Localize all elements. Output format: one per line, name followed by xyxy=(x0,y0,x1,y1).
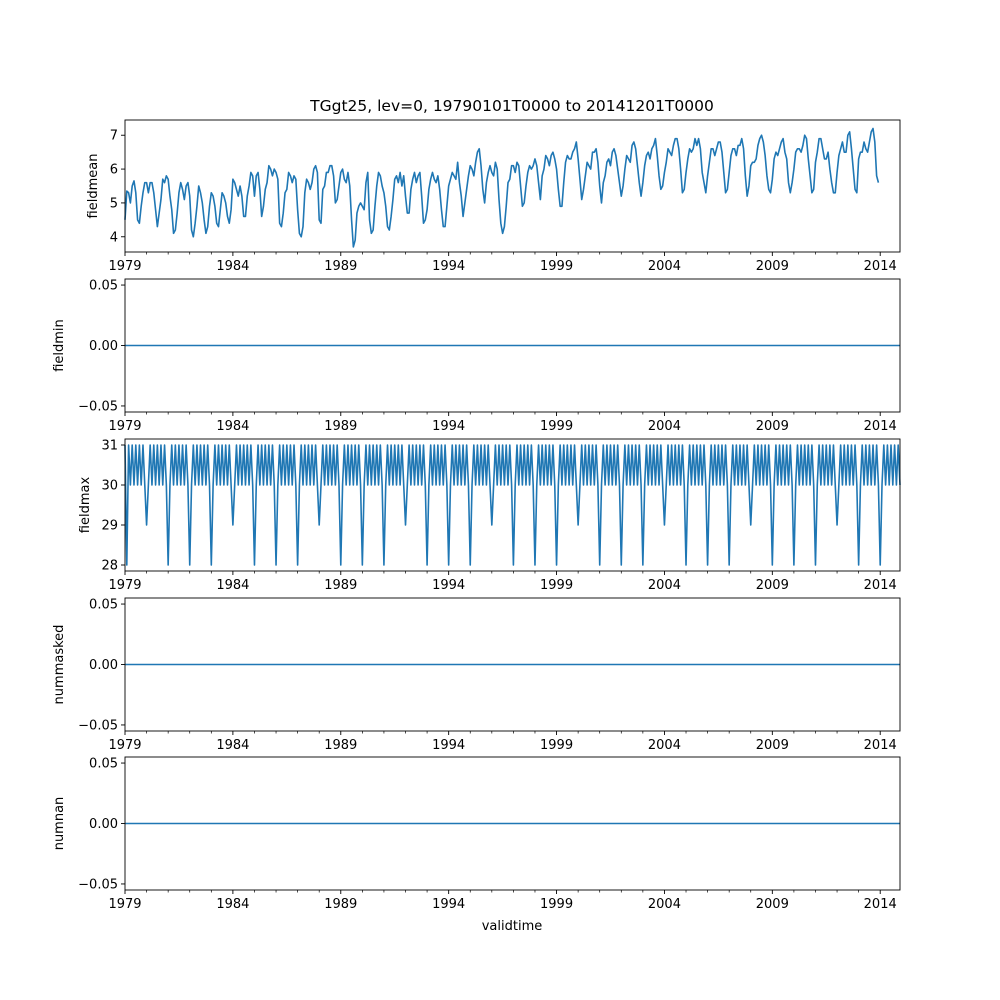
panel-nummasked: −0.05 0.00 0.05 1979 1984 1989 1994 1999 2004 200… xyxy=(52,598,901,753)
x-tick-label-nummasked: 2009 xyxy=(756,738,789,753)
x-tick-label-fieldmean: 1989 xyxy=(324,259,357,274)
y-axis-label-nummasked: nummasked xyxy=(52,625,67,705)
x-tick-label-fieldmean: 1994 xyxy=(432,259,465,274)
x-tick-label-fieldmax: 2004 xyxy=(648,578,681,593)
x-tick-label-fieldmax: 2009 xyxy=(756,578,789,593)
y-tick-label-numnan: 0.05 xyxy=(89,757,118,772)
axes-frame-fieldmax xyxy=(124,438,901,572)
x-tick-label-nummasked: 1979 xyxy=(108,738,141,753)
x-tick-label-fieldmean: 1999 xyxy=(540,259,573,274)
y-axis-label-fieldmean: fieldmean xyxy=(86,154,101,219)
x-tick-label-fieldmin: 1989 xyxy=(324,419,357,434)
data-line-fieldmax xyxy=(124,444,901,566)
x-tick-label-numnan: 2004 xyxy=(648,897,681,912)
x-tick-label-fieldmean: 1979 xyxy=(108,259,141,274)
y-tick-label-numnan: 0.00 xyxy=(89,817,118,832)
y-tick-label-fieldmean: 7 xyxy=(110,129,118,144)
x-tick-label-fieldmin: 2009 xyxy=(756,419,789,434)
x-tick-label-nummasked: 1984 xyxy=(216,738,249,753)
x-tick-label-numnan: 1994 xyxy=(432,897,465,912)
x-tick-label-nummasked: 1999 xyxy=(540,738,573,753)
panel-fieldmean: 4 5 6 7 1979 1984 1989 1994 1999 2004 2009 2014 fiel… xyxy=(86,119,901,274)
y-tick-label-nummasked: −0.05 xyxy=(78,718,118,733)
y-axis-label-fieldmin: fieldmin xyxy=(52,319,67,372)
x-tick-label-fieldmax: 1994 xyxy=(432,578,465,593)
y-tick-label-fieldmax: 28 xyxy=(101,559,118,574)
x-tick-label-nummasked: 1994 xyxy=(432,738,465,753)
x-tick-label-fieldmax: 1999 xyxy=(540,578,573,593)
y-tick-label-fieldmean: 4 xyxy=(110,230,118,245)
data-line-fieldmean xyxy=(124,127,880,248)
x-tick-label-numnan: 1999 xyxy=(540,897,573,912)
y-tick-label-fieldmax: 30 xyxy=(101,479,118,494)
y-tick-label-fieldmax: 31 xyxy=(101,439,118,454)
y-tick-label-nummasked: 0.05 xyxy=(89,598,118,613)
x-tick-label-nummasked: 2014 xyxy=(864,738,897,753)
x-tick-label-numnan: 1984 xyxy=(216,897,249,912)
panel-fieldmax: 28 29 30 31 1979 1984 1989 1994 1999 2004 2009 2014… xyxy=(78,438,901,593)
y-tick-label-fieldmean: 5 xyxy=(110,196,118,211)
x-tick-label-fieldmean: 2014 xyxy=(864,259,897,274)
x-tick-label-fieldmax: 1979 xyxy=(108,578,141,593)
y-axis-label-numnan: numnan xyxy=(52,797,67,851)
x-tick-label-fieldmin: 2014 xyxy=(864,419,897,434)
x-tick-label-fieldmean: 1984 xyxy=(216,259,249,274)
x-tick-label-numnan: 1979 xyxy=(108,897,141,912)
y-tick-label-fieldmax: 29 xyxy=(101,519,118,534)
x-tick-label-fieldmin: 1994 xyxy=(432,419,465,434)
x-tick-label-numnan: 2009 xyxy=(756,897,789,912)
y-tick-label-fieldmean: 6 xyxy=(110,163,118,178)
y-axis-label-fieldmax: fieldmax xyxy=(78,477,93,534)
axes-frame-fieldmean xyxy=(124,119,901,253)
x-tick-label-fieldmin: 1984 xyxy=(216,419,249,434)
x-tick-label-numnan: 2014 xyxy=(864,897,897,912)
figure-title: TGgt25, lev=0, 19790101T0000 to 20141201… xyxy=(309,97,714,115)
x-tick-label-fieldmin: 1999 xyxy=(540,419,573,434)
x-tick-label-nummasked: 2004 xyxy=(648,738,681,753)
panel-fieldmin: −0.05 0.00 0.05 1979 1984 1989 1994 1999 2004 200… xyxy=(52,279,901,434)
x-tick-label-fieldmean: 2009 xyxy=(756,259,789,274)
x-tick-label-fieldmax: 2014 xyxy=(864,578,897,593)
x-tick-label-fieldmax: 1989 xyxy=(324,578,357,593)
y-tick-label-fieldmin: 0.05 xyxy=(89,279,118,294)
y-tick-label-nummasked: 0.00 xyxy=(89,658,118,673)
x-tick-label-fieldmin: 1979 xyxy=(108,419,141,434)
y-tick-label-fieldmin: −0.05 xyxy=(78,399,118,414)
x-axis-label: validtime xyxy=(482,919,543,934)
x-tick-label-fieldmean: 2004 xyxy=(648,259,681,274)
x-tick-label-nummasked: 1989 xyxy=(324,738,357,753)
panel-numnan: −0.05 0.00 0.05 1979 1984 1989 1994 1999 2004 200… xyxy=(52,757,901,912)
x-tick-label-fieldmax: 1984 xyxy=(216,578,249,593)
y-tick-label-fieldmin: 0.00 xyxy=(89,339,118,354)
y-tick-label-numnan: −0.05 xyxy=(78,877,118,892)
x-tick-label-fieldmin: 2004 xyxy=(648,419,681,434)
x-tick-label-numnan: 1989 xyxy=(324,897,357,912)
